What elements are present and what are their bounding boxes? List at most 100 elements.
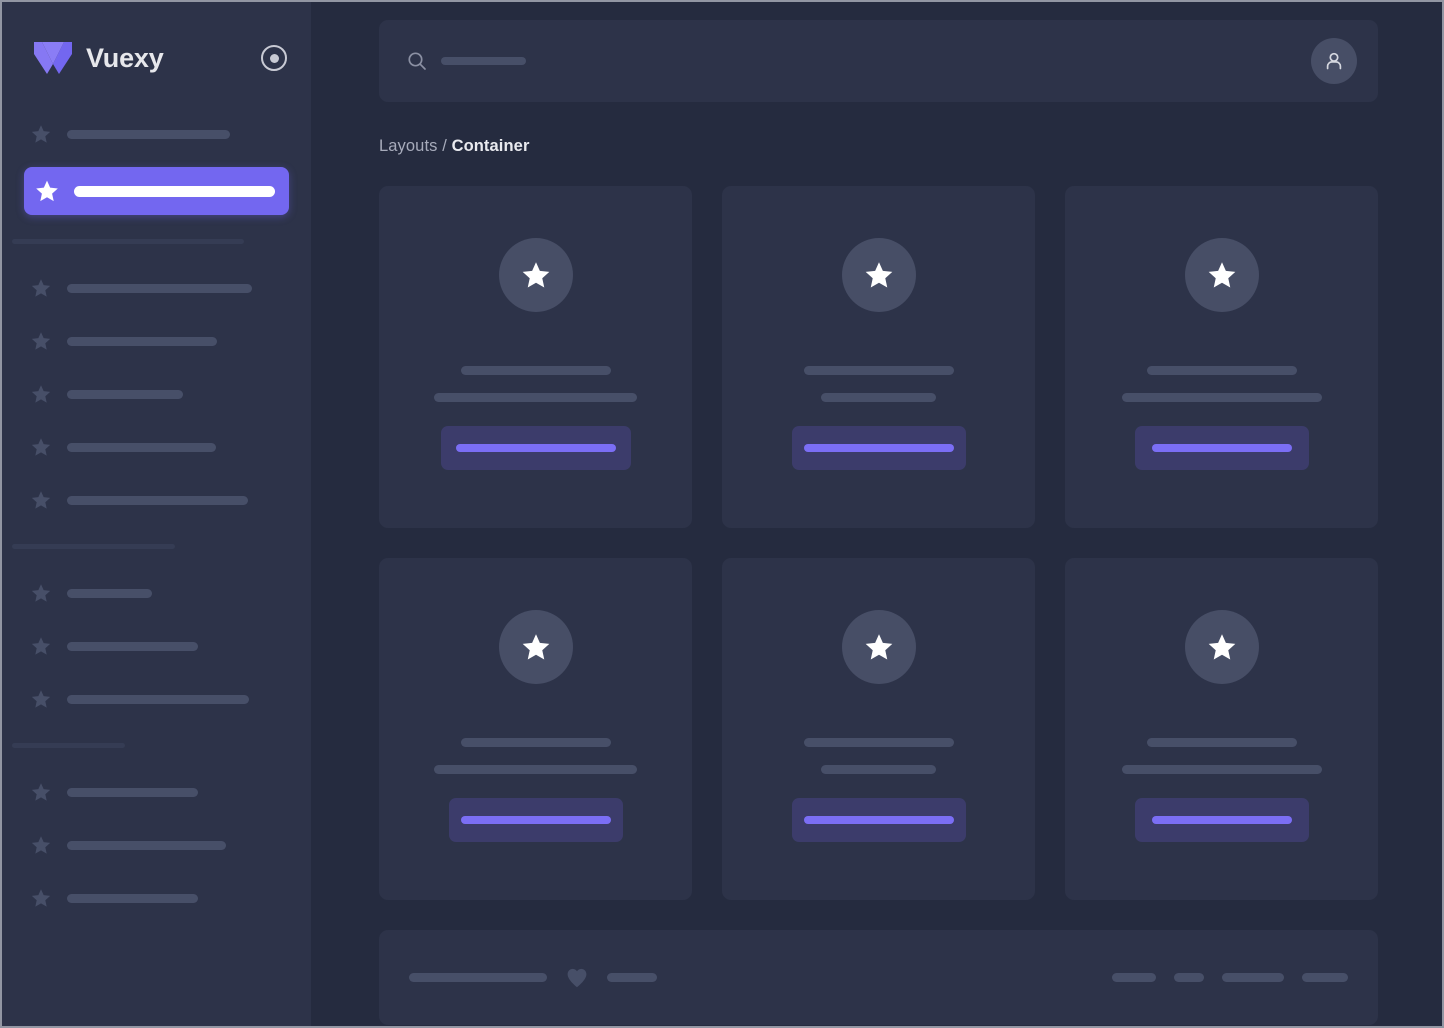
star-icon bbox=[31, 690, 51, 708]
sidebar-group bbox=[2, 114, 311, 215]
card-text-line bbox=[434, 393, 637, 402]
card-avatar bbox=[841, 610, 916, 684]
search-input[interactable] bbox=[407, 51, 1311, 71]
sidebar-item-label-bar bbox=[67, 129, 230, 139]
footer-left-group bbox=[409, 966, 657, 990]
card-text-line bbox=[1121, 765, 1322, 774]
star-icon bbox=[31, 491, 51, 509]
breadcrumb: Layouts / Container bbox=[379, 137, 1378, 156]
card-action-button[interactable] bbox=[1134, 426, 1309, 470]
card-avatar bbox=[841, 238, 916, 312]
card-text-line bbox=[460, 738, 611, 747]
card-text-line bbox=[434, 765, 637, 774]
sidebar-item[interactable] bbox=[24, 825, 289, 865]
footer-link-bar[interactable] bbox=[1222, 973, 1284, 982]
content-card[interactable] bbox=[379, 186, 692, 528]
card-button-label-bar bbox=[803, 444, 954, 452]
card-action-button[interactable] bbox=[1134, 798, 1309, 842]
content-card[interactable] bbox=[1065, 186, 1378, 528]
star-icon bbox=[36, 180, 58, 202]
card-text-line bbox=[821, 393, 936, 402]
footer-bar bbox=[607, 973, 657, 982]
vuexy-chevron-logo-icon bbox=[34, 42, 72, 74]
card-button-label-bar bbox=[803, 816, 954, 824]
sidebar-item-active[interactable] bbox=[24, 167, 289, 215]
content-card[interactable] bbox=[1065, 558, 1378, 900]
star-icon bbox=[522, 634, 549, 660]
card-avatar bbox=[498, 238, 573, 312]
card-text-line bbox=[803, 366, 954, 375]
card-action-button[interactable] bbox=[448, 798, 623, 842]
sidebar-item[interactable] bbox=[24, 480, 289, 520]
content-card[interactable] bbox=[379, 558, 692, 900]
star-icon bbox=[31, 584, 51, 602]
star-icon bbox=[31, 385, 51, 403]
footer-link-bar[interactable] bbox=[1174, 973, 1204, 982]
card-action-button[interactable] bbox=[440, 426, 631, 470]
sidebar-item-label-bar bbox=[74, 185, 275, 197]
card-avatar bbox=[1184, 238, 1259, 312]
card-avatar bbox=[1184, 610, 1259, 684]
sidebar-group bbox=[2, 268, 311, 520]
card-text-line bbox=[1121, 393, 1322, 402]
radio-dot-inner bbox=[269, 53, 279, 63]
sidebar-item-label-bar bbox=[67, 283, 252, 293]
sidebar-item-label-bar bbox=[67, 694, 249, 704]
star-icon bbox=[31, 783, 51, 801]
sidebar-item[interactable] bbox=[24, 679, 289, 719]
sidebar-nav bbox=[2, 114, 311, 918]
star-icon bbox=[865, 262, 892, 288]
sidebar-section-separator bbox=[12, 544, 175, 549]
sidebar-item[interactable] bbox=[24, 427, 289, 467]
footer-link-bar[interactable] bbox=[1302, 973, 1348, 982]
breadcrumb-parent[interactable]: Layouts bbox=[379, 137, 438, 155]
sidebar-item[interactable] bbox=[24, 573, 289, 613]
sidebar-item[interactable] bbox=[24, 321, 289, 361]
sidebar-item[interactable] bbox=[24, 268, 289, 308]
user-avatar-icon[interactable] bbox=[1311, 38, 1357, 84]
card-button-label-bar bbox=[460, 816, 611, 824]
card-text-line bbox=[803, 738, 954, 747]
sidebar-item[interactable] bbox=[24, 772, 289, 812]
sidebar-item[interactable] bbox=[24, 114, 289, 154]
star-icon bbox=[865, 634, 892, 660]
sidebar-brand[interactable]: Vuexy bbox=[2, 2, 311, 114]
breadcrumb-current: Container bbox=[451, 137, 530, 155]
sidebar-item-label-bar bbox=[67, 840, 226, 850]
sidebar-group bbox=[2, 573, 311, 719]
star-icon bbox=[31, 332, 51, 350]
search-icon bbox=[408, 52, 426, 70]
sidebar-item[interactable] bbox=[24, 878, 289, 918]
radio-dot-icon[interactable] bbox=[261, 45, 287, 71]
sidebar-item-label-bar bbox=[67, 495, 248, 505]
content-card[interactable] bbox=[722, 558, 1035, 900]
sidebar-item[interactable] bbox=[24, 626, 289, 666]
sidebar: Vuexy bbox=[2, 2, 311, 1026]
card-avatar bbox=[498, 610, 573, 684]
sidebar-item-label-bar bbox=[67, 336, 217, 346]
star-icon bbox=[31, 125, 51, 143]
card-action-button[interactable] bbox=[791, 798, 966, 842]
topbar bbox=[379, 20, 1378, 102]
footer-card bbox=[379, 930, 1378, 1025]
search-placeholder-bar bbox=[441, 57, 526, 65]
card-text-line bbox=[1146, 366, 1297, 375]
content-card[interactable] bbox=[722, 186, 1035, 528]
sidebar-item-label-bar bbox=[67, 641, 198, 651]
sidebar-item-label-bar bbox=[67, 588, 152, 598]
star-icon bbox=[1208, 262, 1235, 288]
footer-link-bar[interactable] bbox=[1112, 973, 1156, 982]
star-icon bbox=[1208, 634, 1235, 660]
heart-icon[interactable] bbox=[565, 966, 589, 990]
sidebar-item-label-bar bbox=[67, 893, 198, 903]
card-button-label-bar bbox=[1151, 444, 1292, 452]
sidebar-item-label-bar bbox=[67, 442, 216, 452]
card-text-line bbox=[821, 765, 936, 774]
sidebar-item[interactable] bbox=[24, 374, 289, 414]
card-button-label-bar bbox=[455, 444, 616, 452]
card-button-label-bar bbox=[1151, 816, 1292, 824]
card-text-line bbox=[460, 366, 611, 375]
card-action-button[interactable] bbox=[791, 426, 966, 470]
brand-name: Vuexy bbox=[86, 42, 164, 73]
